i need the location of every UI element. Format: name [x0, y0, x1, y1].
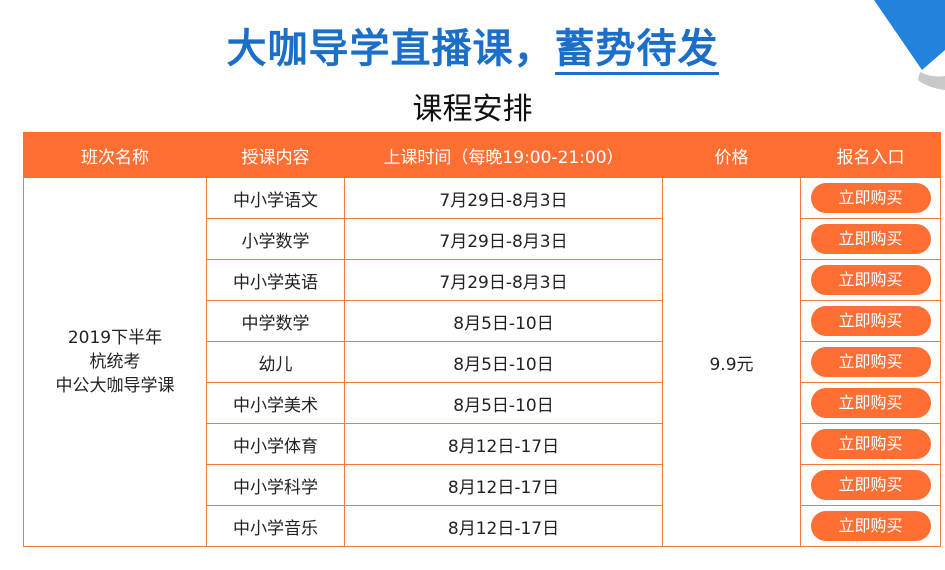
table-row: 中小学体育 8月12日-17日 立即购买 — [24, 423, 941, 465]
schedule-table: 班次名称 授课内容 上课时间（每晚19:00-21:00） 价格 报名入口 20… — [23, 132, 941, 547]
date-cell: 7月29日-8月3日 — [344, 259, 663, 301]
table-header: 班次名称 授课内容 上课时间（每晚19:00-21:00） 价格 报名入口 — [23, 132, 941, 178]
table-row: 幼儿 8月5日-10日 立即购买 — [24, 341, 941, 383]
buy-now-button[interactable]: 立即购买 — [810, 429, 931, 459]
buy-now-button[interactable]: 立即购买 — [810, 388, 931, 418]
subject-cell: 中学数学 — [206, 300, 345, 342]
subject-cell: 小学数学 — [206, 218, 345, 260]
buy-now-button[interactable]: 立即购买 — [810, 470, 931, 500]
table-row: 中小学美术 8月5日-10日 立即购买 — [24, 382, 941, 424]
table-row: 中小学科学 8月12日-17日 立即购买 — [24, 464, 941, 506]
header-price: 价格 — [662, 132, 801, 178]
date-cell: 8月12日-17日 — [344, 464, 663, 506]
subject-cell: 中小学体育 — [206, 423, 345, 465]
buy-now-button[interactable]: 立即购买 — [810, 265, 931, 295]
date-cell: 8月12日-17日 — [344, 423, 663, 465]
subject-cell: 幼儿 — [206, 341, 345, 383]
class-name-line: 中公大咖导学课 — [55, 376, 175, 396]
date-cell: 8月5日-10日 — [344, 382, 663, 424]
header-class: 班次名称 — [23, 132, 207, 178]
subject-cell: 中小学英语 — [206, 259, 345, 301]
buy-now-button[interactable]: 立即购买 — [810, 347, 931, 377]
headline-highlight: 蓄势待发 — [554, 26, 719, 75]
date-cell: 7月29日-8月3日 — [344, 218, 663, 260]
subject-cell: 中小学语文 — [206, 177, 345, 219]
subject-cell: 中小学音乐 — [206, 505, 345, 547]
headline-text: 大咖导学直播课， — [226, 26, 555, 72]
date-cell: 7月29日-8月3日 — [344, 177, 663, 219]
date-cell: 8月5日-10日 — [344, 300, 663, 342]
signup-cell: 立即购买 — [800, 341, 941, 383]
header-time: 上课时间（每晚19:00-21:00） — [344, 132, 663, 178]
buy-now-button[interactable]: 立即购买 — [810, 183, 931, 213]
signup-cell: 立即购买 — [800, 464, 941, 506]
buy-now-button[interactable]: 立即购买 — [810, 306, 931, 336]
price-cell: 9.9元 — [662, 177, 801, 547]
header-subject: 授课内容 — [206, 132, 345, 178]
signup-cell: 立即购买 — [800, 300, 941, 342]
buy-now-button[interactable]: 立即购买 — [810, 511, 931, 541]
table-row: 中学数学 8月5日-10日 立即购买 — [24, 300, 941, 342]
table-row: 2019下半年 杭统考 中公大咖导学课 中小学语文 7月29日-8月3日 9.9元 立即… — [23, 177, 941, 547]
signup-cell: 立即购买 — [800, 505, 941, 547]
class-name-cell: 2019下半年 杭统考 中公大咖导学课 — [23, 177, 207, 547]
class-name-line: 杭统考 — [89, 352, 141, 372]
table-row: 小学数学 7月29日-8月3日 立即购买 — [24, 218, 941, 260]
page-title: 课程安排 — [412, 92, 533, 127]
subject-cell: 中小学美术 — [206, 382, 345, 424]
headline: 大咖导学直播课，蓄势待发 — [0, 16, 945, 75]
signup-cell: 立即购买 — [800, 259, 941, 301]
signup-cell: 立即购买 — [800, 423, 941, 465]
signup-cell: 立即购买 — [800, 218, 941, 260]
class-name-line: 2019下半年 — [67, 328, 163, 348]
signup-cell: 立即购买 — [800, 177, 941, 219]
buy-now-button[interactable]: 立即购买 — [810, 224, 931, 254]
table-row: 中小学音乐 8月12日-17日 立即购买 — [24, 505, 941, 547]
header-signup: 报名入口 — [800, 132, 941, 178]
date-cell: 8月12日-17日 — [344, 505, 663, 547]
signup-cell: 立即购买 — [800, 382, 941, 424]
decorative-corner-graphic — [874, 0, 945, 90]
date-cell: 8月5日-10日 — [344, 341, 663, 383]
subject-cell: 中小学科学 — [206, 464, 345, 506]
